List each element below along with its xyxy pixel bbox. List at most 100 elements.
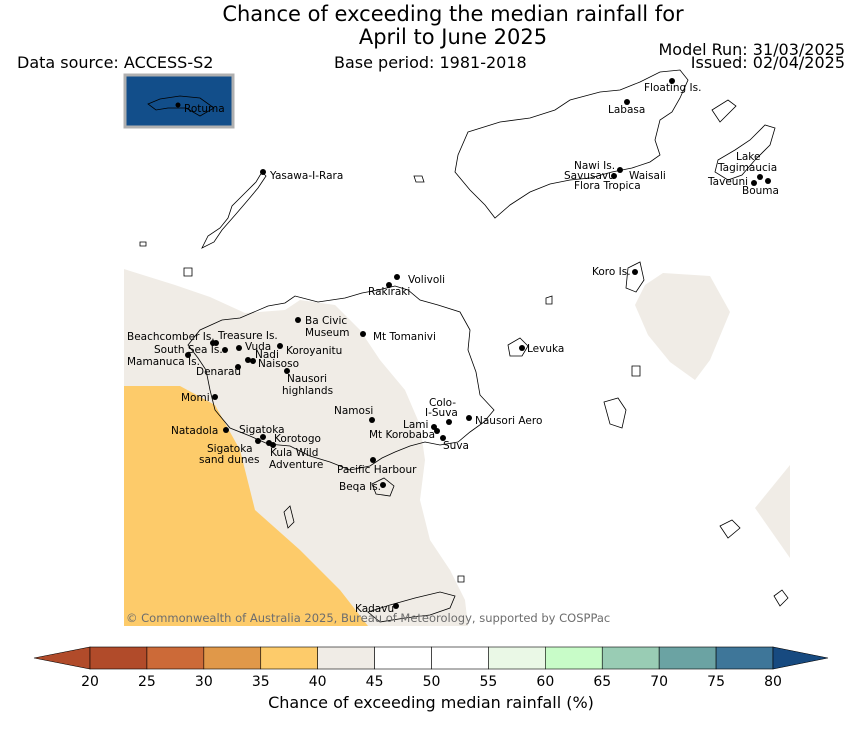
marker — [284, 368, 290, 374]
data-source-label: Data source: ACCESS-S2 — [17, 53, 214, 72]
kadavu-coast — [367, 591, 456, 623]
place-label: Kula Wild — [270, 447, 318, 459]
place-label: Ba Civic — [305, 315, 347, 327]
base-period-label: Base period: 1981-2018 — [334, 53, 527, 72]
marker — [519, 345, 525, 351]
colorbar-segment — [658, 646, 717, 670]
marker — [360, 331, 366, 337]
marker — [295, 317, 301, 323]
marker — [386, 282, 392, 288]
marker — [222, 347, 228, 353]
marker — [236, 345, 242, 351]
colorbar-tick-label: 20 — [81, 674, 99, 690]
place-label: Denarau — [196, 366, 241, 378]
marker — [380, 482, 386, 488]
shade-40-45-east — [755, 465, 790, 558]
colorbar-tick-label: 25 — [138, 674, 156, 690]
colorbar-tick-label: 40 — [309, 674, 327, 690]
rotuma-inset: Rotuma — [123, 73, 235, 129]
islet-c — [183, 267, 193, 277]
place-label: Beqa Is. — [339, 481, 381, 493]
place-label: Colo- — [429, 397, 456, 409]
beqa-coast — [371, 477, 395, 497]
map-title-line2: April to June 2025 — [358, 25, 548, 49]
marker — [446, 419, 452, 425]
marker — [757, 174, 763, 180]
place-label: Kadavu — [355, 603, 394, 615]
marker — [260, 169, 266, 175]
colorbar-segment — [146, 646, 205, 670]
colorbar-tick-label: 75 — [707, 674, 725, 690]
ovalau-coast — [507, 337, 529, 357]
places: Floating Is. Labasa Yasawa-I-Rara Nawi I… — [127, 78, 779, 615]
colorbar-segment — [715, 646, 774, 670]
place-label: Mt Korobaba — [369, 429, 435, 441]
place-label: highlands — [282, 385, 333, 397]
vatulele-coast — [283, 505, 295, 529]
marker — [434, 428, 440, 434]
place-label: Vuda — [245, 341, 271, 353]
colorbar-tick-label: 55 — [480, 674, 498, 690]
lau-islet-2 — [773, 589, 789, 607]
islet-f — [457, 575, 465, 583]
place-label: Tagimaucia — [717, 162, 777, 174]
place-label: Museum — [305, 327, 350, 339]
place-label: Nausori — [287, 373, 327, 385]
place-label: Bouma — [742, 185, 779, 197]
marker — [624, 99, 630, 105]
islet-d — [139, 241, 147, 247]
marker — [223, 427, 229, 433]
colorbar-segment — [431, 646, 489, 670]
gau-coast — [603, 397, 627, 429]
lau-islet-1 — [719, 519, 741, 539]
colorbar-tick-label: 65 — [593, 674, 611, 690]
marker — [277, 343, 283, 349]
place-label: Beachcomber Is. — [127, 331, 215, 343]
marker — [617, 167, 623, 173]
islet-e — [631, 365, 641, 377]
place-label: sand dunes — [199, 454, 259, 466]
place-label: Floating Is. — [644, 82, 701, 94]
marker — [370, 457, 376, 463]
place-label: Mamanuca Is. — [127, 356, 200, 368]
place-label: Pacific Harbour — [337, 464, 417, 476]
issued-label: Issued: 02/04/2025 — [690, 53, 845, 72]
coastlines — [139, 69, 789, 623]
shade-40-45-koro — [635, 273, 730, 380]
place-label: Mt Tomanivi — [373, 331, 436, 343]
place-label: Suva — [443, 440, 469, 452]
place-label: Koro Is. — [592, 266, 631, 278]
place-label: Natadola — [171, 425, 218, 437]
marker — [255, 438, 261, 444]
colorbar-segment — [545, 646, 603, 670]
place-label: Treasure Is. — [217, 330, 278, 342]
copyright-notice: © Commonwealth of Australia 2025, Bureau… — [126, 611, 610, 625]
place-label: Lake — [736, 151, 760, 163]
place-label: Waisali — [629, 170, 666, 182]
colorbar-label: Chance of exceeding median rainfall (%) — [268, 693, 594, 712]
place-label: Lami — [403, 419, 428, 431]
colorbar-segment — [374, 646, 432, 670]
marker — [270, 442, 276, 448]
marker — [235, 364, 241, 370]
marker — [394, 274, 400, 280]
place-label: Rakiraki — [368, 286, 410, 298]
place-label: Labasa — [608, 104, 645, 116]
marker — [260, 434, 266, 440]
place-label: Sigatoka — [207, 443, 253, 455]
koro-coast — [625, 261, 645, 293]
colorbar-segment — [89, 646, 148, 670]
marker — [245, 357, 251, 363]
colorbar-segment — [601, 646, 660, 670]
marker — [765, 178, 771, 184]
map-title-line1: Chance of exceeding the median rainfall … — [222, 2, 684, 26]
colorbar: 20 25 30 35 40 45 50 55 60 65 70 75 80 — [33, 646, 829, 690]
shade-35-40-west — [124, 386, 368, 626]
place-label: Momi — [181, 392, 210, 404]
marker — [466, 415, 472, 421]
place-label: Levuka — [527, 343, 564, 355]
colorbar-tick-label: 80 — [764, 674, 782, 690]
place-label: Korotogo — [274, 433, 321, 445]
place-label: Nawi Is. — [574, 160, 615, 172]
place-label: Yasawa-I-Rara — [269, 170, 343, 182]
